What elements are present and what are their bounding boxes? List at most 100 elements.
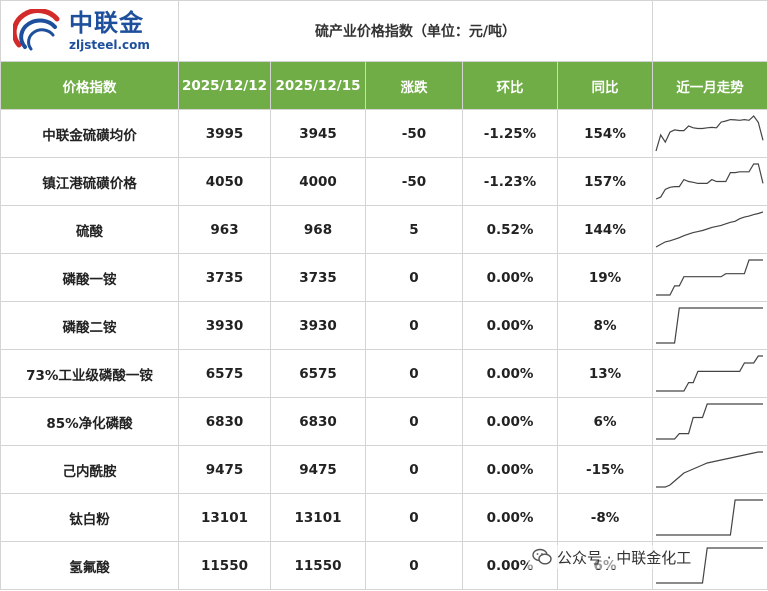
row-trend-cell (652, 493, 768, 542)
row-date2-value: 9475 (270, 445, 366, 494)
row-mom-value: -1.25% (462, 109, 558, 158)
row-mom-value: 0.00% (462, 397, 558, 446)
trend-line (655, 211, 764, 248)
row-date2-value: 11550 (270, 541, 366, 590)
row-trend-cell (652, 397, 768, 446)
row-change-value: -50 (365, 109, 463, 158)
row-yoy-value: 19% (556, 253, 654, 302)
trend-sparkline (655, 115, 764, 152)
row-trend-cell (652, 349, 768, 398)
table-row: 中联金硫磺均价 3995 3945 -50 -1.25% 154% (0, 109, 768, 158)
row-change-value: 0 (365, 397, 463, 446)
row-date1-value: 4050 (178, 157, 271, 206)
table-row: 己内酰胺 9475 9475 0 0.00% -15% (0, 445, 768, 494)
row-yoy-value: 8% (556, 301, 654, 350)
table-row: 磷酸一铵 3735 3735 0 0.00% 19% (0, 253, 768, 302)
trend-sparkline (656, 259, 764, 296)
row-date2-value: 968 (270, 205, 366, 254)
row-trend-cell (652, 157, 768, 206)
row-name-cell: 己内酰胺 (0, 445, 179, 494)
row-mom-value: 0.00% (462, 349, 558, 398)
trend-line (656, 451, 764, 488)
row-name-cell: 73%工业级磷酸一铵 (0, 349, 179, 398)
trend-sparkline (655, 163, 764, 200)
row-change-value: 0 (365, 541, 463, 590)
row-mom-value: 0.00% (462, 301, 558, 350)
trend-sparkline (656, 403, 764, 440)
wechat-watermark: 公众号 · 中联金化工 (528, 545, 696, 569)
row-date1-value: 6830 (178, 397, 271, 446)
trend-sparkline (656, 307, 764, 344)
col-header-date2: 2025/12/15 (270, 61, 366, 110)
title-cell: 硫产业价格指数（单位：元/吨） (177, 0, 654, 62)
watermark-text: 公众号 · 中联金化工 (557, 548, 692, 567)
trend-sparkline (656, 547, 764, 584)
brand-logo: 中联金 zljsteel.com (2, 2, 178, 61)
row-trend-cell (652, 109, 768, 158)
row-name-cell: 氢氟酸 (0, 541, 179, 590)
trend-line (656, 355, 764, 392)
row-date2-value: 4000 (270, 157, 366, 206)
row-change-value: 0 (365, 301, 463, 350)
title-empty-cell (652, 0, 768, 62)
row-name-cell: 磷酸二铵 (0, 301, 179, 350)
row-yoy-value: -15% (556, 445, 654, 494)
table-body: 中联金硫磺均价 3995 3945 -50 -1.25% 154% 镇江港硫磺价格 4050 4… (0, 109, 768, 590)
logo-cell: 中联金 zljsteel.com (0, 0, 179, 62)
page-title: 硫产业价格指数（单位：元/吨） (314, 24, 517, 40)
row-date1-value: 963 (178, 205, 271, 254)
row-yoy-value: 154% (556, 109, 654, 158)
column-header-row: 价格指数 2025/12/12 2025/12/15 涨跌 环比 同比 近一月走… (0, 61, 768, 110)
row-name-cell: 85%净化磷酸 (0, 397, 179, 446)
row-change-value: 0 (365, 445, 463, 494)
row-trend-cell (652, 205, 768, 254)
row-date1-value: 3930 (178, 301, 271, 350)
row-change-value: 0 (365, 253, 463, 302)
row-name-cell: 磷酸一铵 (0, 253, 179, 302)
row-date1-value: 6575 (178, 349, 271, 398)
row-mom-value: 0.00% (462, 253, 558, 302)
table-row: 硫酸 963 968 5 0.52% 144% (0, 205, 768, 254)
row-change-value: 0 (365, 493, 463, 542)
logo-domain: zljsteel.com (69, 38, 150, 52)
row-trend-cell (652, 253, 768, 302)
col-header-date1: 2025/12/12 (178, 61, 271, 110)
row-yoy-value: 144% (556, 205, 654, 254)
trend-line (656, 499, 764, 536)
title-row: 中联金 zljsteel.com 硫产业价格指数（单位：元/吨） (0, 0, 768, 62)
row-change-value: 5 (365, 205, 463, 254)
table-row: 73%工业级磷酸一铵 6575 6575 0 0.00% 13% (0, 349, 768, 398)
row-name-cell: 硫酸 (0, 205, 179, 254)
row-date1-value: 11550 (178, 541, 271, 590)
zlj-logo-icon (13, 9, 60, 51)
row-date1-value: 3735 (178, 253, 271, 302)
trend-line (655, 163, 764, 200)
trend-line (656, 307, 764, 344)
trend-sparkline (656, 451, 764, 488)
table-row: 磷酸二铵 3930 3930 0 0.00% 8% (0, 301, 768, 350)
trend-sparkline (655, 211, 764, 248)
row-date2-value: 6575 (270, 349, 366, 398)
col-header-change: 涨跌 (365, 61, 463, 110)
trend-sparkline (656, 499, 764, 536)
col-header-yoy: 同比 (556, 61, 654, 110)
row-change-value: -50 (365, 157, 463, 206)
trend-line (656, 259, 764, 296)
row-mom-value: 0.00% (462, 445, 558, 494)
row-trend-cell (652, 301, 768, 350)
table-row: 镇江港硫磺价格 4050 4000 -50 -1.23% 157% (0, 157, 768, 206)
table-row: 钛白粉 13101 13101 0 0.00% -8% (0, 493, 768, 542)
row-yoy-value: -8% (556, 493, 654, 542)
row-mom-value: 0.52% (462, 205, 558, 254)
row-trend-cell (652, 445, 768, 494)
col-header-trend: 近一月走势 (652, 61, 768, 110)
row-change-value: 0 (365, 349, 463, 398)
trend-line (655, 115, 764, 152)
row-date1-value: 13101 (178, 493, 271, 542)
row-date2-value: 13101 (270, 493, 366, 542)
trend-line (656, 403, 764, 440)
row-date2-value: 6830 (270, 397, 366, 446)
row-date2-value: 3735 (270, 253, 366, 302)
